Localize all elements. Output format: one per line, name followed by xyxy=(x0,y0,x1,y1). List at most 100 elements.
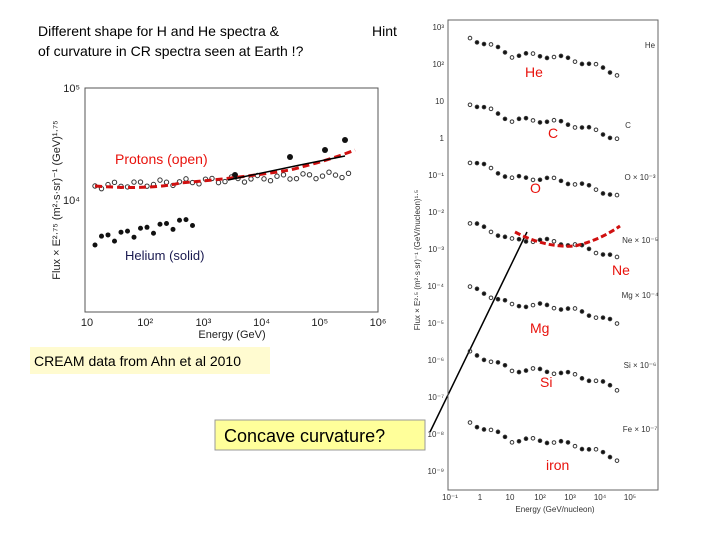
marker xyxy=(600,449,606,455)
marker xyxy=(544,440,550,446)
marker xyxy=(586,246,592,252)
marker xyxy=(544,119,550,125)
marker xyxy=(537,177,543,183)
marker xyxy=(530,51,536,56)
x-tick-label: 10⁵ xyxy=(624,493,636,502)
marker xyxy=(537,53,543,59)
marker xyxy=(516,173,522,179)
marker xyxy=(176,179,183,185)
marker xyxy=(300,171,306,177)
marker xyxy=(502,297,508,303)
marker xyxy=(551,175,557,181)
marker xyxy=(164,220,169,226)
marker xyxy=(600,65,606,70)
marker xyxy=(579,125,585,130)
marker xyxy=(474,104,480,110)
marker xyxy=(523,175,529,180)
marker xyxy=(488,295,494,301)
protons-label: Protons (open) xyxy=(115,151,208,167)
marker xyxy=(523,239,529,244)
marker xyxy=(319,173,326,179)
cream-box xyxy=(30,347,270,374)
marker xyxy=(516,53,522,59)
marker xyxy=(474,286,480,292)
marker xyxy=(112,238,117,244)
marker xyxy=(579,181,585,186)
marker xyxy=(579,376,585,381)
marker xyxy=(516,116,522,122)
marker xyxy=(600,315,606,320)
marker xyxy=(586,313,592,318)
right-plot-frame xyxy=(447,19,659,491)
marker xyxy=(481,161,487,167)
panel-legend: Si × 10⁻⁶ xyxy=(624,361,657,370)
marker xyxy=(530,302,536,308)
y-tick-label: 10⁻⁷ xyxy=(428,393,444,402)
marker xyxy=(495,296,501,302)
marker xyxy=(488,359,494,365)
marker xyxy=(600,132,606,137)
x-tick-label: 10⁻¹ xyxy=(442,493,458,502)
marker xyxy=(509,368,515,374)
marker xyxy=(342,137,348,143)
marker xyxy=(137,179,144,185)
x-tick-label: 10⁶ xyxy=(370,317,387,329)
marker xyxy=(495,233,501,238)
fit-curve xyxy=(94,148,356,189)
y-axis-label: Flux × E²·⁷⁵ (m²·s·sr)⁻¹ (GeV)¹·⁷⁵ xyxy=(51,120,63,279)
marker xyxy=(516,303,522,309)
y-tick-label: 10⁻¹ xyxy=(428,171,444,180)
y-tick-label: 10³ xyxy=(432,23,444,32)
marker xyxy=(579,309,585,314)
panel-legend: He xyxy=(645,41,656,50)
marker xyxy=(544,369,550,375)
hint: Hint xyxy=(372,23,397,39)
marker xyxy=(144,224,150,230)
marker xyxy=(530,366,536,371)
marker xyxy=(481,427,487,432)
marker xyxy=(551,117,557,123)
marker xyxy=(157,177,163,183)
marker xyxy=(572,182,578,187)
marker xyxy=(593,187,599,192)
marker xyxy=(607,252,613,257)
marker xyxy=(332,172,339,178)
marker xyxy=(495,171,501,176)
x-tick-label: 10² xyxy=(534,493,546,502)
marker xyxy=(474,424,480,430)
marker xyxy=(614,458,620,463)
x-axis-label: Energy (GeV/nucleon) xyxy=(515,505,594,514)
marker xyxy=(607,70,613,75)
marker xyxy=(516,369,522,375)
marker xyxy=(467,221,473,226)
marker xyxy=(593,127,599,133)
marker xyxy=(481,291,487,296)
marker xyxy=(261,176,267,182)
marker xyxy=(474,221,480,226)
marker xyxy=(572,443,578,449)
element-label: Mg xyxy=(530,320,549,336)
y-tick-label: 10² xyxy=(432,60,444,69)
marker xyxy=(326,169,332,175)
marker xyxy=(111,179,118,186)
marker xyxy=(572,371,578,377)
marker xyxy=(488,165,494,171)
marker xyxy=(474,353,480,358)
marker xyxy=(523,115,529,121)
marker xyxy=(287,176,293,182)
title: Different shape for H and He spectra & xyxy=(38,23,280,39)
x-tick-label: 10² xyxy=(137,317,153,329)
y-tick-label: 10⁻³ xyxy=(428,245,444,254)
marker xyxy=(339,174,345,181)
marker xyxy=(572,59,578,64)
marker xyxy=(481,41,487,47)
marker xyxy=(488,427,494,433)
marker xyxy=(607,454,613,460)
marker xyxy=(537,120,543,125)
marker xyxy=(600,191,606,196)
marker xyxy=(565,181,571,187)
x-tick-label: 10³ xyxy=(564,493,576,502)
marker xyxy=(600,379,606,384)
marker xyxy=(593,447,599,452)
marker xyxy=(177,217,182,223)
